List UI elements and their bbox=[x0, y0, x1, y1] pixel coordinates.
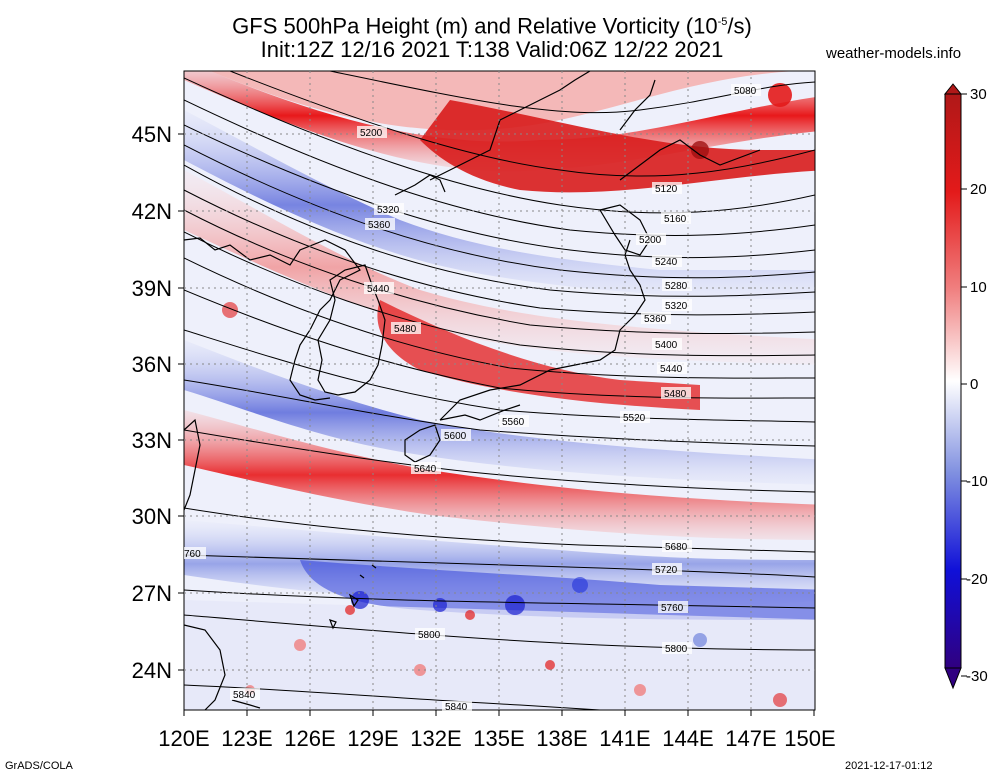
contour-label: 5200 bbox=[639, 235, 662, 246]
lat-label: 24N bbox=[132, 658, 172, 683]
contour-label: 5680 bbox=[665, 542, 688, 553]
colorbar-tick-label: -10 bbox=[966, 473, 988, 490]
axis-ticks bbox=[178, 133, 815, 716]
contour-label: 5800 bbox=[418, 630, 441, 641]
contour-label: 5360 bbox=[644, 314, 667, 325]
contour-label: 5280 bbox=[665, 281, 688, 292]
height-contours bbox=[184, 71, 815, 710]
colorbar-top-arrow bbox=[943, 83, 963, 95]
contour-label: 5360 bbox=[368, 220, 391, 231]
lat-label: 42N bbox=[132, 199, 172, 224]
footer-software: GrADS/COLA bbox=[5, 760, 73, 772]
lat-label: 33N bbox=[132, 428, 172, 453]
contour-label: 5160 bbox=[664, 214, 687, 225]
contour-label: 5600 bbox=[444, 431, 467, 442]
contour-label: 5240 bbox=[655, 257, 678, 268]
vorticity-field bbox=[184, 71, 815, 710]
contour-label: 5800 bbox=[665, 644, 688, 655]
lon-label: 141E bbox=[599, 726, 650, 751]
colorbar-tick-label: 20 bbox=[970, 181, 987, 198]
contour-label: 5760 bbox=[661, 603, 684, 614]
longitude-labels: 120E 123E 126E 129E 132E 135E 138E 141E … bbox=[158, 726, 835, 751]
lon-label: 129E bbox=[347, 726, 398, 751]
lat-label: 36N bbox=[132, 352, 172, 377]
contour-label: 5320 bbox=[665, 301, 688, 312]
contour-label: 5480 bbox=[664, 389, 687, 400]
contour-label: 5200 bbox=[360, 128, 383, 139]
lon-label: 144E bbox=[662, 726, 713, 751]
contour-label: 5840 bbox=[233, 690, 256, 701]
contour-label: 5640 bbox=[414, 464, 437, 475]
lon-label: 123E bbox=[221, 726, 272, 751]
lon-label: 150E bbox=[784, 726, 835, 751]
lat-label: 45N bbox=[132, 122, 172, 147]
contour-label: 5440 bbox=[660, 364, 683, 375]
contour-label: 5480 bbox=[394, 324, 417, 335]
lat-label: 27N bbox=[132, 581, 172, 606]
contour-label: 5120 bbox=[655, 184, 678, 195]
lat-label: 30N bbox=[132, 504, 172, 529]
lon-label: 135E bbox=[473, 726, 524, 751]
contour-label: 5840 bbox=[445, 702, 468, 713]
contour-label: 760 bbox=[184, 549, 201, 560]
colorbar-tick-label: 30 bbox=[970, 86, 987, 103]
colorbar-tick-label: -20 bbox=[966, 571, 988, 588]
lon-label: 132E bbox=[410, 726, 461, 751]
colorbar-tick-label: 10 bbox=[970, 279, 987, 296]
lon-label: 126E bbox=[284, 726, 335, 751]
title-unit: /s) bbox=[727, 13, 752, 39]
brand-label: weather-models.info bbox=[826, 45, 962, 62]
coastlines bbox=[183, 70, 761, 711]
colorbar-gradient bbox=[944, 93, 962, 669]
lon-label: 120E bbox=[158, 726, 209, 751]
title-line-2: Init:12Z 12/16 2021 T:138 Valid:06Z 12/2… bbox=[260, 37, 724, 62]
colorbar: 30 20 10 0 -10 -20 -30 bbox=[943, 83, 988, 690]
lon-label: 147E bbox=[725, 726, 776, 751]
contour-label: 5520 bbox=[623, 413, 646, 424]
contour-label: 5560 bbox=[502, 417, 525, 428]
lon-label: 138E bbox=[536, 726, 587, 751]
contour-label: 5720 bbox=[655, 565, 678, 576]
contour-label: 5400 bbox=[655, 340, 678, 351]
contour-label: 5080 bbox=[734, 86, 757, 97]
latitude-labels: 45N 42N 39N 36N 33N 30N 27N 24N bbox=[132, 122, 172, 683]
contour-label: 5440 bbox=[367, 284, 390, 295]
colorbar-tick-label: -30 bbox=[966, 668, 988, 685]
title-exponent: -5 bbox=[717, 16, 728, 28]
lat-label: 39N bbox=[132, 276, 172, 301]
colorbar-tick-label: 0 bbox=[970, 376, 978, 393]
footer-timestamp: 2021-12-17-01:12 bbox=[845, 760, 933, 772]
colorbar-bottom-arrow bbox=[944, 667, 962, 690]
contour-labels: 5080 5120 5160 5200 5200 5240 5280 5320 … bbox=[184, 84, 761, 713]
title-line-1: GFS 500hPa Height (m) and Relative Vorti… bbox=[0, 9, 992, 39]
title-text: GFS 500hPa Height (m) and Relative Vorti… bbox=[232, 13, 718, 39]
contour-label: 5320 bbox=[377, 205, 400, 216]
